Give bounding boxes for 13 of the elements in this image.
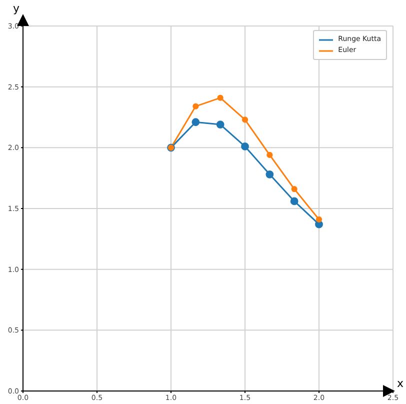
point xyxy=(241,142,249,150)
point xyxy=(192,103,199,110)
point xyxy=(291,186,298,192)
point xyxy=(216,120,224,128)
point xyxy=(266,170,274,178)
point xyxy=(192,118,200,126)
point xyxy=(290,197,298,206)
x-axis-title: x xyxy=(397,377,404,390)
y-axis-title: y xyxy=(13,2,20,15)
point xyxy=(266,152,273,158)
point xyxy=(316,216,322,222)
point xyxy=(217,94,224,101)
point xyxy=(242,116,248,123)
